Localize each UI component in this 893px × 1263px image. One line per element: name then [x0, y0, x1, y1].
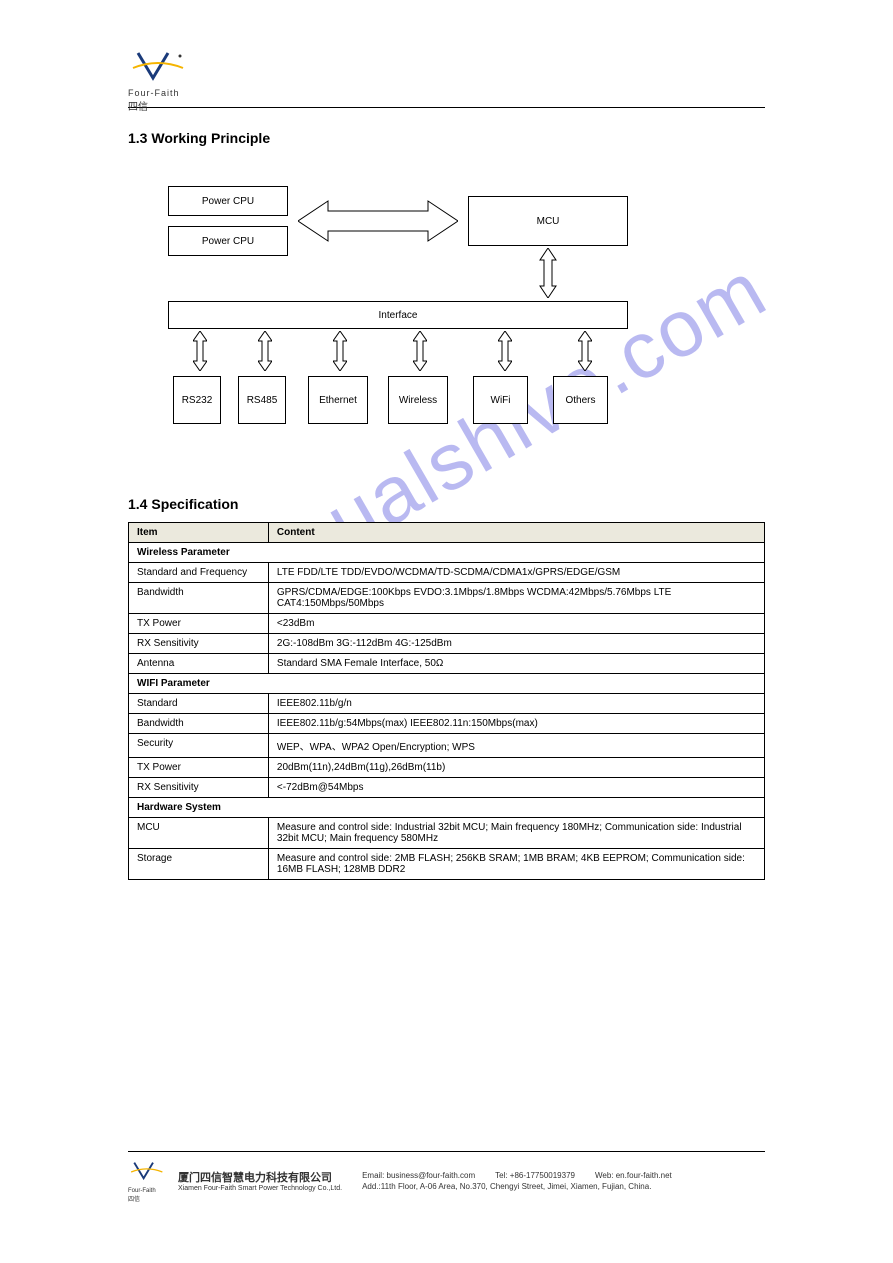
table-cell: Antenna [129, 654, 269, 674]
small-arrow-icon [498, 331, 512, 371]
table-cat-wifi: WIFI Parameter [129, 674, 765, 694]
page-footer: Four-Faith四信 厦门四信智慧电力科技有限公司 Xiamen Four-… [128, 1151, 765, 1203]
diagram-box-mcu: MCU [468, 196, 628, 246]
footer-logo-text: Four-Faith四信 [128, 1188, 168, 1203]
table-header-content: Content [268, 523, 764, 543]
footer-company-block: 厦门四信智慧电力科技有限公司 Xiamen Four-Faith Smart P… [178, 1169, 342, 1192]
diagram-box-bus: Interface [168, 301, 628, 329]
table-cell: 2G:-108dBm 3G:-112dBm 4G:-125dBm [268, 634, 764, 654]
small-arrow-icon [333, 331, 347, 371]
table-cell: Bandwidth [129, 714, 269, 734]
four-faith-logo-icon [128, 48, 192, 88]
table-cell: TX Power [129, 614, 269, 634]
table-cell: Standard and Frequency [129, 563, 269, 583]
table-cell: RX Sensitivity [129, 778, 269, 798]
diagram-box-b4: Wireless [388, 376, 448, 424]
table-cell: IEEE802.11b/g:54Mbps(max) IEEE802.11n:15… [268, 714, 764, 734]
footer-tel: Tel: +86-17750019379 [495, 1171, 575, 1180]
small-arrow-icon [578, 331, 592, 371]
small-arrow-icon [258, 331, 272, 371]
diagram-box-cpu1: Power CPU [168, 186, 288, 216]
small-arrow-icon [193, 331, 207, 371]
footer-email: Email: business@four-faith.com [362, 1171, 475, 1180]
footer-web: Web: en.four-faith.net [595, 1171, 672, 1180]
table-cell: <23dBm [268, 614, 764, 634]
table-cell: Security [129, 734, 269, 758]
page-header: Four-Faith 四信 [128, 48, 765, 108]
table-cell: LTE FDD/LTE TDD/EVDO/WCDMA/TD-SCDMA/CDMA… [268, 563, 764, 583]
logo-brand-text: Four-Faith [128, 88, 180, 98]
architecture-diagram: Power CPU Power CPU MCU Interface RS232 [148, 166, 708, 466]
table-cell: TX Power [129, 758, 269, 778]
spec-table: Item Content Wireless Parameter Standard… [128, 522, 765, 880]
table-cell: Storage [129, 849, 269, 880]
header-logo: Four-Faith 四信 [128, 48, 765, 113]
table-cell: Standard SMA Female Interface, 50Ω [268, 654, 764, 674]
table-cat-wireless: Wireless Parameter [129, 543, 765, 563]
four-faith-logo-icon [128, 1158, 168, 1186]
table-cell: Measure and control side: 2MB FLASH; 256… [268, 849, 764, 880]
table-cell: WEP、WPA、WPA2 Open/Encryption; WPS [268, 734, 764, 758]
diagram-box-b1: RS232 [173, 376, 221, 424]
table-cell: 20dBm(11n),24dBm(11g),26dBm(11b) [268, 758, 764, 778]
diagram-box-b6: Others [553, 376, 608, 424]
footer-contact: Email: business@four-faith.com Tel: +86-… [362, 1171, 765, 1191]
table-cell: Standard [129, 694, 269, 714]
table-cat-hardware: Hardware System [129, 798, 765, 818]
table-cell: <-72dBm@54Mbps [268, 778, 764, 798]
table-cell: IEEE802.11b/g/n [268, 694, 764, 714]
diagram-box-b5: WiFi [473, 376, 528, 424]
section-title-specification: 1.4 Specification [128, 496, 765, 512]
diagram-box-b3: Ethernet [308, 376, 368, 424]
vert-arrow-icon [538, 248, 558, 298]
footer-company-cn: 厦门四信智慧电力科技有限公司 [178, 1169, 342, 1185]
diagram-box-b2: RS485 [238, 376, 286, 424]
bidir-arrow-icon [298, 196, 458, 246]
table-cell: Bandwidth [129, 583, 269, 614]
logo-cn-text: 四信 [128, 98, 148, 113]
footer-address: Add.:11th Floor, A-06 Area, No.370, Chen… [362, 1182, 651, 1191]
table-cell: RX Sensitivity [129, 634, 269, 654]
table-cell: GPRS/CDMA/EDGE:100Kbps EVDO:3.1Mbps/1.8M… [268, 583, 764, 614]
table-cell: Measure and control side: Industrial 32b… [268, 818, 764, 849]
footer-company-en: Xiamen Four-Faith Smart Power Technology… [178, 1185, 342, 1192]
table-cell: MCU [129, 818, 269, 849]
small-arrow-icon [413, 331, 427, 371]
diagram-box-cpu2: Power CPU [168, 226, 288, 256]
footer-logo: Four-Faith四信 [128, 1158, 168, 1203]
table-header-item: Item [129, 523, 269, 543]
section-title-working-principle: 1.3 Working Principle [128, 130, 765, 146]
